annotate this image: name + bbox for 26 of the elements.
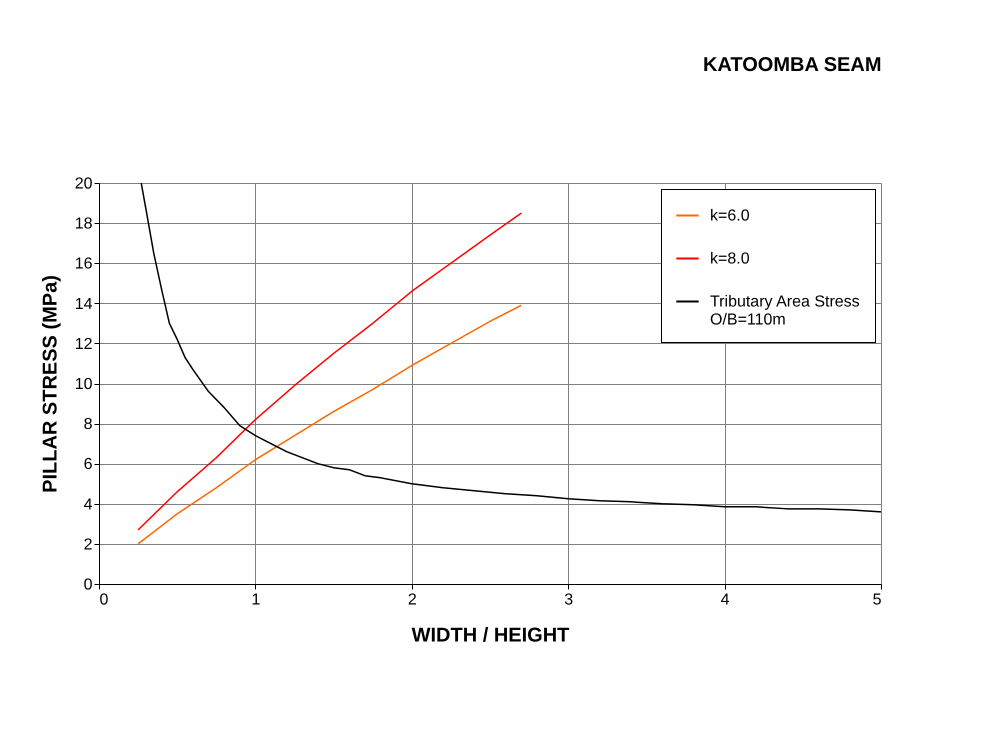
y-tick-label: 10 — [74, 376, 93, 393]
y-tick-label: 6 — [84, 456, 93, 474]
legend-label: k=8.0 — [710, 250, 750, 268]
y-tick-label: 0 — [84, 576, 93, 594]
y-tick-label: 16 — [74, 256, 93, 273]
x-tick-label: 4 — [720, 592, 730, 608]
legend-label: Tributary Area Stress O/B=110m — [710, 294, 860, 328]
y-axis-title: PILLAR STRESS (MPa) — [40, 275, 62, 493]
x-tick-label: 3 — [564, 592, 574, 608]
x-tick-label: 1 — [251, 592, 260, 608]
y-tick-label: 14 — [74, 296, 93, 313]
x-tick-label: 5 — [872, 592, 882, 608]
line-series — [137, 304, 522, 545]
y-tick-label: 2 — [84, 536, 93, 554]
line-series — [140, 183, 881, 513]
y-tick-label: 18 — [74, 216, 93, 233]
x-tick-label: 2 — [408, 592, 417, 608]
x-axis-title: WIDTH / HEIGHT — [412, 624, 570, 646]
chart-title: KATOOMBA SEAM — [702, 54, 882, 76]
line-series — [137, 212, 522, 531]
legend-label: k=6.0 — [710, 208, 750, 224]
x-tick-label: 0 — [100, 592, 108, 608]
y-tick-label: 8 — [84, 416, 93, 434]
y-tick-label: 12 — [74, 336, 93, 353]
y-tick-label: 4 — [84, 496, 93, 514]
y-tick-label: 20 — [74, 176, 93, 192]
